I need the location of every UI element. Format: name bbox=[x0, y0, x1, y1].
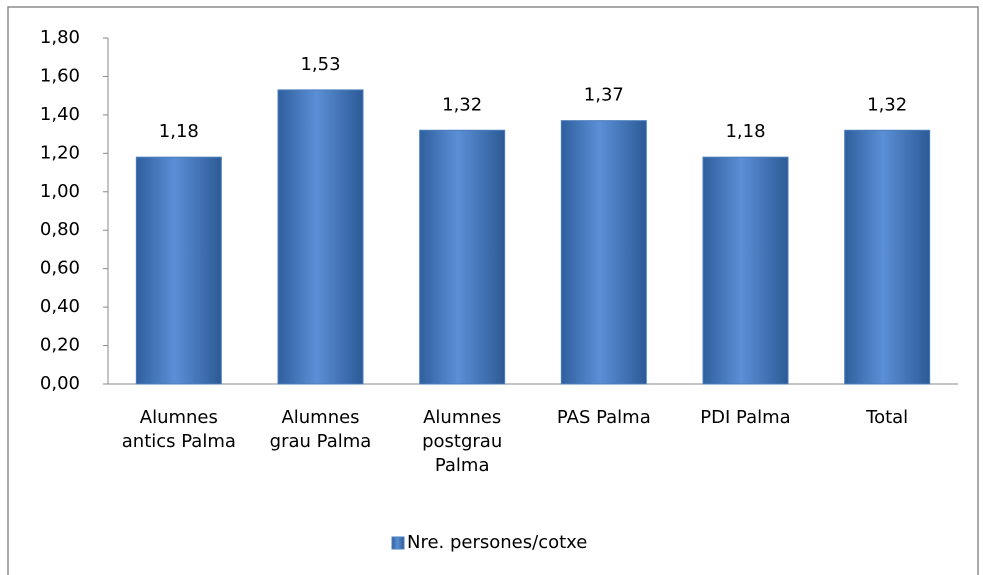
x-tick-label: Alumnes antics Palma bbox=[122, 407, 236, 452]
y-tick-label: 1,60 bbox=[40, 65, 80, 86]
bar bbox=[419, 129, 506, 385]
y-tick-label: 0,20 bbox=[40, 335, 80, 356]
y-tick-label: 0,60 bbox=[40, 258, 80, 279]
bar bbox=[560, 120, 647, 385]
bar bbox=[277, 89, 364, 385]
y-tick-label: 1,40 bbox=[40, 104, 80, 125]
data-label: 1,18 bbox=[725, 121, 765, 142]
data-label: 1,37 bbox=[584, 85, 624, 106]
chart-border bbox=[7, 6, 979, 575]
x-tick-label: Alumnes grau Palma bbox=[270, 407, 372, 452]
x-tick-label: Alumnes postgrau Palma bbox=[422, 407, 502, 476]
y-tick-label: 1,20 bbox=[40, 142, 80, 163]
x-tick-label: PDI Palma bbox=[700, 407, 790, 428]
y-tick-label: 1,80 bbox=[40, 27, 80, 48]
bar bbox=[135, 156, 222, 385]
data-label: 1,32 bbox=[867, 94, 907, 115]
y-tick-label: 0,40 bbox=[40, 296, 80, 317]
y-tick-label: 0,00 bbox=[40, 373, 80, 394]
y-tick-label: 0,80 bbox=[40, 219, 80, 240]
data-label: 1,32 bbox=[442, 94, 482, 115]
legend-label: Nre. persones/cotxe bbox=[407, 532, 587, 553]
x-tick-label: Total bbox=[865, 407, 908, 428]
bar bbox=[702, 156, 789, 385]
bar bbox=[844, 129, 931, 385]
y-tick-label: 1,00 bbox=[40, 181, 80, 202]
data-label: 1,53 bbox=[300, 54, 340, 75]
legend-swatch bbox=[391, 536, 405, 550]
x-tick-label: PAS Palma bbox=[557, 407, 651, 428]
data-label: 1,18 bbox=[159, 121, 199, 142]
